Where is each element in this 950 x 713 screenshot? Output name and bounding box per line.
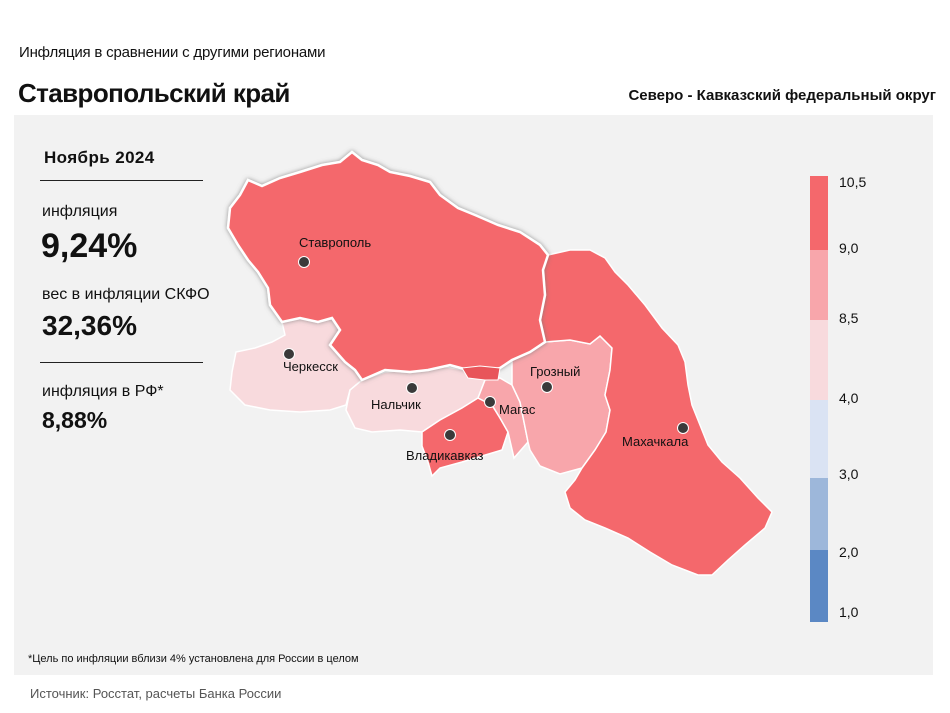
city-cherkessk[interactable]: Черкесск — [283, 348, 338, 375]
legend-segment-8-5-9 — [810, 250, 828, 320]
legend-tick: 2,0 — [839, 544, 859, 560]
rf-inflation-value: 8,88% — [42, 407, 108, 433]
city-cherkessk-label: Черкесск — [283, 359, 338, 374]
city-grozny[interactable]: Грозный — [530, 364, 580, 393]
city-vladikavkaz[interactable]: Владикавказ — [406, 429, 484, 464]
city-magas-label: Магас — [499, 402, 536, 417]
page-title: Ставропольский край — [18, 78, 290, 108]
legend-tick: 4,0 — [839, 390, 859, 406]
city-stavropol[interactable]: Ставрополь — [298, 235, 372, 268]
legend-segment-1-2 — [810, 550, 828, 622]
city-magas-dot — [484, 396, 496, 408]
period-label: Ноябрь 2024 — [44, 148, 155, 167]
city-nalchik-dot — [406, 382, 418, 394]
region-dagestan[interactable] — [539, 249, 773, 576]
source-note: Источник: Росстат, расчеты Банка России — [30, 686, 282, 701]
legend-tick: 9,0 — [839, 240, 859, 256]
inflation-value: 9,24% — [41, 227, 138, 265]
city-markers: Ставрополь Черкесск Нальчик Магас Владик… — [283, 235, 689, 463]
region-accent — [461, 365, 501, 381]
city-stavropol-label: Ставрополь — [299, 235, 371, 250]
city-vladikavkaz-label: Владикавказ — [406, 448, 484, 463]
legend-tick: 1,0 — [839, 604, 859, 620]
divider-bottom — [40, 362, 203, 363]
footnote: *Цель по инфляции вблизи 4% установлена … — [28, 653, 359, 665]
city-nalchik[interactable]: Нальчик — [371, 382, 421, 413]
city-magas[interactable]: Магас — [484, 396, 536, 418]
legend-tick: 8,5 — [839, 310, 859, 326]
city-cherkessk-dot — [283, 348, 295, 360]
legend-segment-3-4 — [810, 400, 828, 478]
rf-inflation-label: инфляция в РФ* — [42, 383, 164, 400]
city-grozny-dot — [541, 381, 553, 393]
city-makhachkala[interactable]: Махачкала — [622, 422, 689, 450]
legend-segment-4-8-5 — [810, 320, 828, 400]
weight-value: 32,36% — [42, 310, 137, 341]
city-grozny-label: Грозный — [530, 364, 580, 379]
inflation-label: инфляция — [42, 203, 118, 220]
legend-tick: 10,5 — [839, 174, 867, 190]
legend-tick: 3,0 — [839, 466, 859, 482]
city-makhachkala-label: Махачкала — [622, 434, 689, 449]
legend-segment-2-3 — [810, 478, 828, 550]
region-stavropol[interactable] — [226, 150, 550, 382]
district-name: Северо - Кавказский федеральный округ — [628, 87, 936, 104]
weight-label: вес в инфляции СКФО — [42, 286, 210, 303]
city-nalchik-label: Нальчик — [371, 397, 421, 412]
page-subtitle: Инфляция в сравнении с другими регионами — [19, 44, 326, 61]
legend-segment-9-10-5 — [810, 176, 828, 250]
divider-top — [40, 180, 203, 181]
city-stavropol-dot — [298, 256, 310, 268]
city-makhachkala-dot — [677, 422, 689, 434]
city-vladikavkaz-dot — [444, 429, 456, 441]
